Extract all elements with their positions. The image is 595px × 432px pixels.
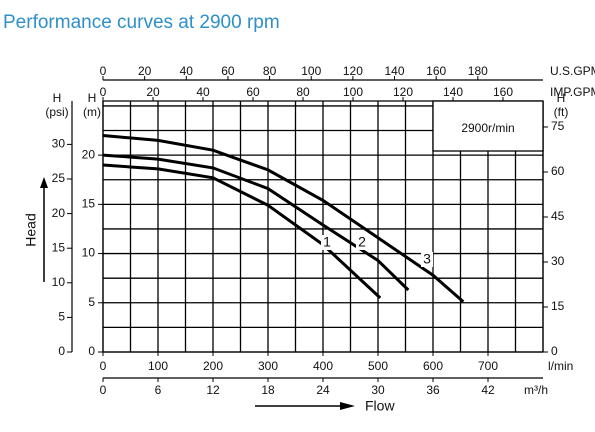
x-tick-label: 100 [301, 64, 321, 78]
y-tick-label: 15 [52, 240, 66, 254]
chart-title: Performance curves at 2900 rpm [3, 12, 280, 33]
x-tick-label: 80 [263, 64, 277, 78]
x-tick-label: 30 [371, 383, 385, 397]
x-tick-label: 20 [138, 64, 152, 78]
curve-label-bg [356, 235, 368, 250]
x-tick-label: 60 [221, 64, 235, 78]
x-tick-label: 0 [100, 383, 107, 397]
y-tick-label: 0 [58, 344, 65, 358]
y-tick-label: 10 [82, 246, 96, 260]
x-arrow-head [340, 402, 355, 410]
pump-curve [102, 163, 382, 299]
y-tick-label: 25 [52, 171, 66, 185]
x-axis-unit: U.S.GPM [550, 64, 595, 78]
y-tick-label: 0 [551, 344, 558, 358]
x-axis-unit: IMP.GPM [550, 85, 595, 99]
x-tick-label: 36 [426, 383, 440, 397]
x-tick-label: 100 [343, 85, 363, 99]
x-tick-label: 160 [493, 85, 513, 99]
x-tick-label: 400 [313, 359, 333, 373]
y-axis-unit: (psi) [45, 105, 68, 119]
x-tick-label: 80 [296, 85, 310, 99]
x-tick-label: 140 [385, 64, 405, 78]
x-tick-label: 500 [368, 359, 388, 373]
x-tick-label: 20 [146, 85, 160, 99]
curve-label: 1 [323, 234, 331, 250]
y-title: Head [23, 213, 39, 246]
y-tick-label: 20 [52, 206, 66, 220]
y-tick-label: 5 [58, 310, 65, 324]
x-tick-label: 40 [180, 64, 194, 78]
y-tick-label: 10 [52, 275, 66, 289]
x-tick-label: 120 [343, 64, 363, 78]
curve-label-bg [421, 252, 433, 267]
x-tick-label: 100 [148, 359, 168, 373]
x-tick-label: 600 [423, 359, 443, 373]
x-tick-label: 200 [203, 359, 223, 373]
x-tick-label: 6 [155, 383, 162, 397]
y-axis-label: H [88, 91, 97, 105]
curve-label-bg [321, 235, 333, 250]
curve-label: 3 [423, 251, 431, 267]
x-axis-unit: l/min [548, 359, 573, 373]
pump-curve [102, 134, 465, 303]
x-tick-label: 160 [426, 64, 446, 78]
y-tick-label: 75 [551, 119, 565, 133]
y-tick-label: 30 [52, 137, 66, 151]
y-tick-label: 15 [82, 197, 96, 211]
x-tick-label: 700 [478, 359, 498, 373]
x-tick-label: 0 [100, 85, 107, 99]
x-axis-unit: m³/h [524, 383, 548, 397]
x-tick-label: 300 [258, 359, 278, 373]
y-axis-label: H [557, 91, 566, 105]
x-tick-label: 0 [100, 359, 107, 373]
y-axis-unit: (ft) [554, 105, 569, 119]
x-tick-label: 0 [100, 64, 107, 78]
y-tick-label: 60 [551, 164, 565, 178]
y-tick-label: 15 [551, 299, 565, 313]
x-tick-label: 120 [393, 85, 413, 99]
y-tick-label: 5 [88, 295, 95, 309]
speed-box [432, 100, 544, 152]
pump-curve [102, 153, 410, 292]
x-tick-label: 24 [316, 383, 330, 397]
x-tick-label: 12 [206, 383, 220, 397]
x-tick-label: 60 [246, 85, 260, 99]
speed-label: 2900r/min [461, 121, 514, 135]
x-tick-label: 42 [481, 383, 495, 397]
y-axis-unit: (m) [83, 105, 101, 119]
curve-label: 2 [358, 234, 366, 250]
x-tick-label: 140 [443, 85, 463, 99]
y-tick-label: 0 [88, 344, 95, 358]
x-tick-label: 40 [196, 85, 210, 99]
y-tick-label: 20 [82, 147, 96, 161]
x-tick-label: 18 [261, 383, 275, 397]
y-tick-label: 45 [551, 209, 565, 223]
y-arrow-head [40, 177, 48, 188]
y-tick-label: 30 [551, 254, 565, 268]
x-tick-label: 180 [468, 64, 488, 78]
x-title: Flow [365, 398, 395, 414]
y-axis-label: H [53, 91, 62, 105]
